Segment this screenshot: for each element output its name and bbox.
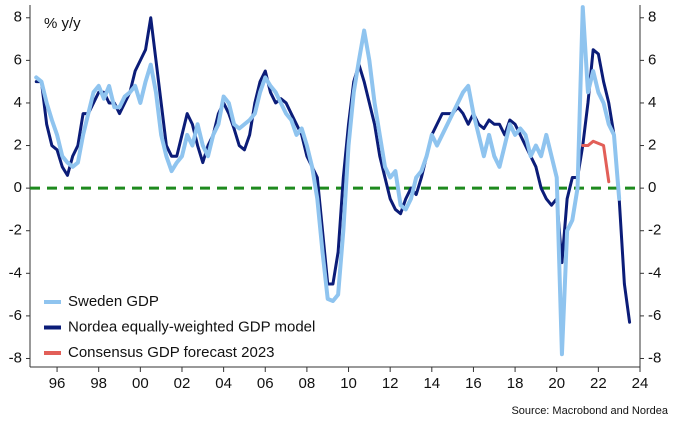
y-tick-label: 8 (14, 9, 22, 26)
series-line (34, 5, 622, 357)
y-axis-label: % y/y (44, 15, 81, 32)
y-tick-label: -6 (9, 307, 22, 324)
y-tick-label: -4 (9, 264, 22, 281)
y2-tick-label: 6 (648, 51, 656, 68)
y-tick-label: 4 (14, 94, 22, 111)
x-tick-label: 14 (423, 375, 440, 392)
y2-tick-label: 8 (648, 9, 656, 26)
x-tick-label: 12 (382, 375, 399, 392)
x-tick-label: 96 (49, 375, 66, 392)
y2-tick-label: 2 (648, 137, 656, 154)
x-tick-label: 00 (132, 375, 149, 392)
y-tick-label: 2 (14, 137, 22, 154)
y2-tick-label: -8 (648, 349, 661, 366)
x-tick-label: 04 (215, 375, 232, 392)
y-tick-label: -8 (9, 349, 22, 366)
x-tick-label: 22 (590, 375, 607, 392)
y2-tick-label: -4 (648, 264, 661, 281)
x-tick-label: 16 (465, 375, 482, 392)
x-tick-label: 24 (632, 375, 649, 392)
y-tick-label: -2 (9, 222, 22, 239)
x-tick-label: 06 (257, 375, 274, 392)
x-tick-label: 08 (299, 375, 316, 392)
x-tick-label: 02 (174, 375, 191, 392)
x-tick-label: 18 (507, 375, 524, 392)
x-tick-label: 20 (548, 375, 565, 392)
y-tick-label: 6 (14, 51, 22, 68)
x-tick-label: 10 (340, 375, 357, 392)
legend-label: Sweden GDP (68, 293, 159, 310)
legend-label: Nordea equally-weighted GDP model (68, 318, 315, 335)
series-line (581, 139, 611, 184)
y2-tick-label: -6 (648, 307, 661, 324)
y2-tick-label: 4 (648, 94, 656, 111)
source: Source: Macrobond and Nordea (511, 405, 668, 417)
y2-tick-label: 0 (648, 179, 656, 196)
legend-label: Consensus GDP forecast 2023 (68, 344, 275, 361)
y-tick-label: 0 (14, 179, 22, 196)
y2-tick-label: -2 (648, 222, 661, 239)
x-tick-label: 98 (90, 375, 107, 392)
